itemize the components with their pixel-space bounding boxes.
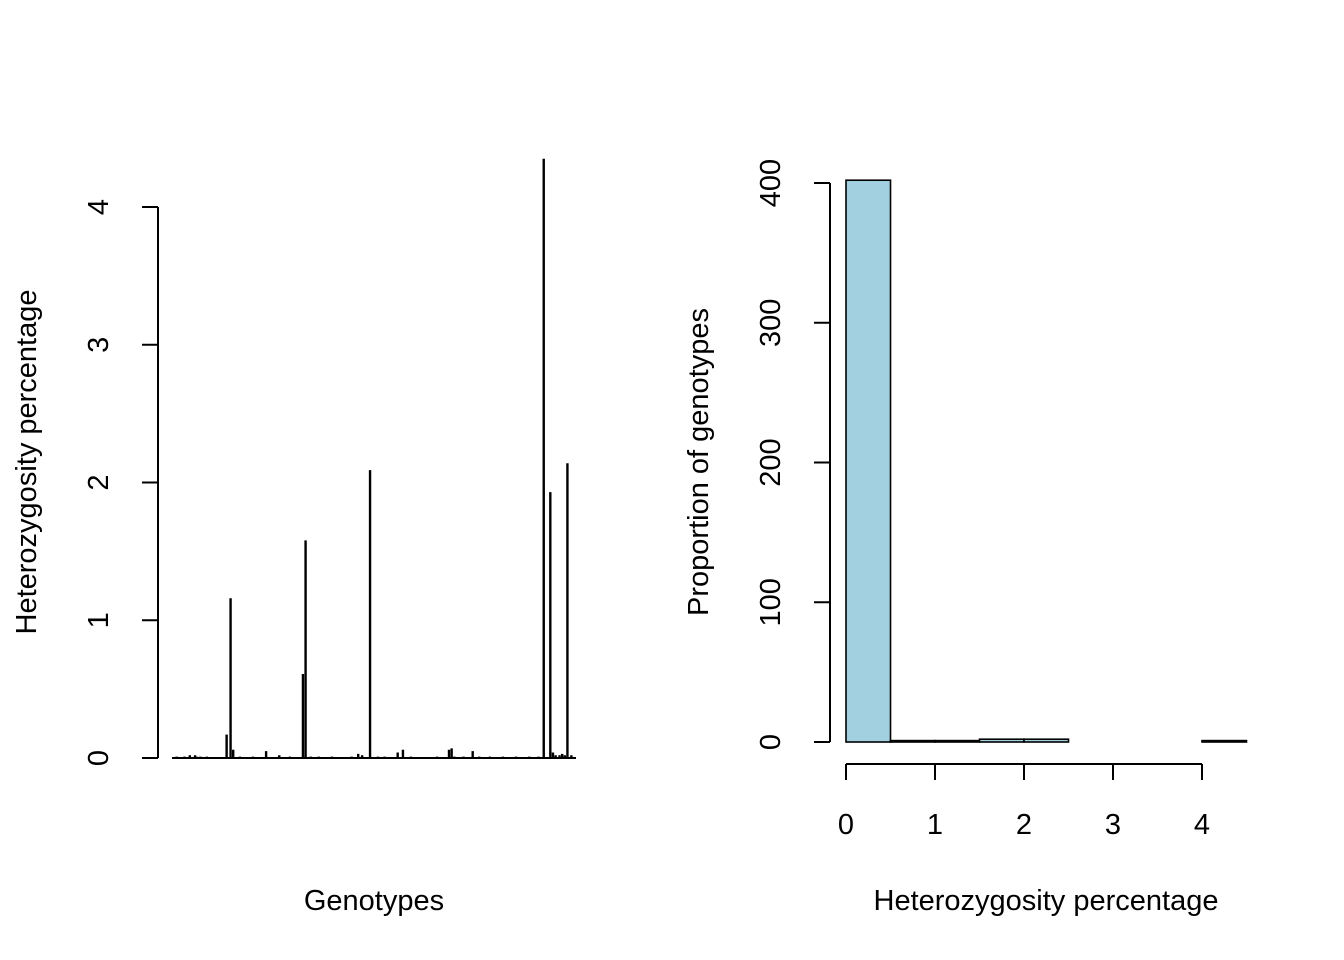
right-x-axis-label: Heterozygosity percentage: [874, 885, 1219, 917]
left-y-tick-label: 1: [83, 612, 115, 628]
right-y-tick-label: 400: [755, 159, 787, 207]
left-y-tick-label: 0: [83, 750, 115, 766]
right-y-tick-label: 0: [755, 734, 787, 750]
histogram-bar: [1201, 739, 1248, 743]
left-spikes: [175, 158, 573, 758]
left-panel-genotype-plot: 0 1 2 3 4 Genotypes Heterozygosity percentag…: [11, 158, 576, 917]
histogram-bar: [934, 739, 981, 743]
right-x-tick-label: 1: [927, 809, 943, 841]
right-x-tick-label: 0: [838, 809, 854, 841]
histogram-bar: [1023, 738, 1070, 743]
left-y-tick-label: 2: [83, 474, 115, 490]
right-x-ticks: 0 1 2 3 4: [838, 764, 1210, 841]
histogram-bar: [978, 738, 1025, 743]
right-y-tick-label: 100: [755, 578, 787, 626]
left-y-ticks: 0 1 2 3 4: [83, 199, 158, 766]
right-y-tick-label: 200: [755, 438, 787, 486]
right-x-tick-label: 4: [1194, 809, 1210, 841]
right-x-tick-label: 2: [1016, 809, 1032, 841]
right-y-axis-label: Proportion of genotypes: [683, 308, 715, 616]
right-panel-histogram: 0 100 200 300 400 0 1 2 3 4 Heterozygosity perce…: [683, 159, 1248, 917]
left-x-axis-label: Genotypes: [304, 885, 444, 917]
right-x-tick-label: 3: [1105, 809, 1121, 841]
right-y-tick-label: 300: [755, 299, 787, 347]
histogram-bar: [889, 739, 936, 743]
left-y-axis-label: Heterozygosity percentage: [11, 290, 43, 635]
left-y-tick-label: 4: [83, 199, 115, 215]
right-y-ticks: 0 100 200 300 400: [755, 159, 830, 750]
right-histogram-bars: [845, 179, 1248, 743]
left-y-tick-label: 3: [83, 337, 115, 353]
histogram-bar: [845, 179, 892, 743]
